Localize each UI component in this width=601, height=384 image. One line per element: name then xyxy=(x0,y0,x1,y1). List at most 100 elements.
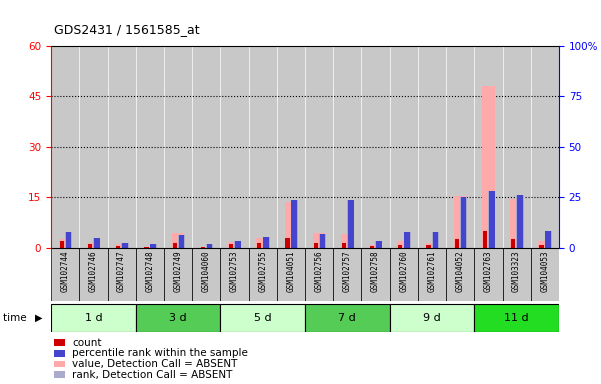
Bar xyxy=(178,235,185,248)
Bar xyxy=(51,46,79,248)
Bar xyxy=(59,239,72,248)
Bar xyxy=(461,197,466,248)
Text: GSM102744: GSM102744 xyxy=(61,250,70,292)
Bar xyxy=(285,238,290,248)
Bar xyxy=(221,46,249,248)
Bar xyxy=(291,200,297,248)
Bar xyxy=(257,243,261,248)
Bar xyxy=(418,46,446,248)
Bar xyxy=(333,46,361,248)
Bar xyxy=(234,241,242,248)
Bar xyxy=(418,248,446,301)
Bar xyxy=(277,46,305,248)
Bar xyxy=(483,231,487,248)
Bar xyxy=(305,46,333,248)
Bar xyxy=(51,304,136,331)
Bar xyxy=(108,248,136,301)
Bar xyxy=(474,304,559,331)
Bar xyxy=(348,200,353,248)
Bar xyxy=(342,243,346,248)
Bar xyxy=(404,232,410,248)
Bar xyxy=(249,248,277,301)
Bar xyxy=(263,237,270,248)
Bar xyxy=(488,191,495,248)
Bar xyxy=(313,233,326,248)
Bar xyxy=(427,245,431,248)
Bar xyxy=(172,243,177,248)
Text: GSM102756: GSM102756 xyxy=(314,250,323,292)
Bar xyxy=(164,46,192,248)
Bar xyxy=(200,247,213,248)
Bar xyxy=(341,234,353,248)
Bar xyxy=(432,232,439,248)
Bar xyxy=(221,248,249,301)
Bar xyxy=(277,248,305,301)
Bar xyxy=(539,245,543,248)
Bar xyxy=(144,247,156,248)
Bar xyxy=(516,195,523,248)
Text: value, Detection Call = ABSENT: value, Detection Call = ABSENT xyxy=(72,359,237,369)
Bar xyxy=(257,238,269,248)
Bar xyxy=(319,233,326,248)
Text: GSM104051: GSM104051 xyxy=(287,250,296,292)
Bar xyxy=(446,46,474,248)
Bar xyxy=(66,232,72,248)
Bar xyxy=(389,304,474,331)
Bar xyxy=(454,195,466,248)
Bar xyxy=(502,248,531,301)
Text: GDS2431 / 1561585_at: GDS2431 / 1561585_at xyxy=(54,23,200,36)
Text: GSM102757: GSM102757 xyxy=(343,250,352,292)
Bar xyxy=(489,191,495,248)
Bar xyxy=(201,247,205,248)
Bar xyxy=(115,244,128,248)
Bar xyxy=(474,46,502,248)
Text: 3 d: 3 d xyxy=(169,313,187,323)
Text: count: count xyxy=(72,338,102,348)
Bar xyxy=(517,195,523,248)
Text: GSM104053: GSM104053 xyxy=(540,250,549,292)
Bar xyxy=(121,243,129,248)
Bar xyxy=(389,46,418,248)
Bar xyxy=(433,232,438,248)
Text: rank, Detection Call = ABSENT: rank, Detection Call = ABSENT xyxy=(72,370,233,380)
Bar xyxy=(108,46,136,248)
Bar xyxy=(482,86,495,248)
Bar xyxy=(150,244,156,248)
Bar xyxy=(502,46,531,248)
Bar xyxy=(460,197,467,248)
Bar xyxy=(228,242,241,248)
Bar xyxy=(144,247,148,248)
Bar xyxy=(136,304,221,331)
Bar xyxy=(235,241,240,248)
Text: GSM104052: GSM104052 xyxy=(456,250,465,292)
Bar xyxy=(249,46,277,248)
Bar xyxy=(376,241,382,248)
Bar xyxy=(347,200,354,248)
Bar xyxy=(164,248,192,301)
Bar xyxy=(376,241,382,248)
Bar xyxy=(79,46,108,248)
Bar xyxy=(538,241,551,248)
Bar xyxy=(333,248,361,301)
Bar xyxy=(314,243,318,248)
Text: 7 d: 7 d xyxy=(338,313,356,323)
Bar xyxy=(221,304,305,331)
Text: 11 d: 11 d xyxy=(504,313,529,323)
Bar xyxy=(88,244,92,248)
Bar xyxy=(426,243,438,248)
Bar xyxy=(122,243,128,248)
Text: GSM102755: GSM102755 xyxy=(258,250,267,292)
Text: 5 d: 5 d xyxy=(254,313,272,323)
Bar xyxy=(51,248,79,301)
Bar xyxy=(79,248,108,301)
Bar xyxy=(116,246,120,248)
Bar xyxy=(136,46,164,248)
Bar xyxy=(305,248,333,301)
Bar xyxy=(531,248,559,301)
Bar xyxy=(510,199,523,248)
Bar xyxy=(87,243,100,248)
Text: GSM104060: GSM104060 xyxy=(202,250,211,292)
Bar xyxy=(263,237,269,248)
Bar xyxy=(150,244,157,248)
Text: GSM102758: GSM102758 xyxy=(371,250,380,292)
